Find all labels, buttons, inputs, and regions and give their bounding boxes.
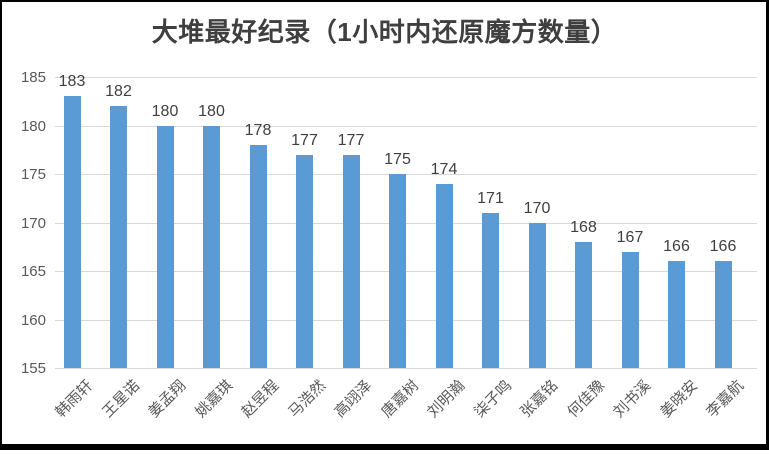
gridline [55,319,757,321]
y-axis-tick-label: 180 [20,117,46,135]
bar-value-label: 178 [244,121,272,139]
bar-何佳豫 [575,241,592,368]
bar-value-label: 177 [291,131,318,149]
bar-李嘉航 [714,261,732,368]
gridline [55,125,757,127]
bar-value-label: 180 [198,102,225,120]
bar-姜晓安 [668,261,685,368]
bar-value-label: 174 [430,160,458,178]
y-axis-tick-label: 170 [20,214,46,232]
bar-高翊泽 [342,154,360,368]
bar-value-label: 171 [477,189,504,207]
chart-title: 大堆最好纪录（1小时内还原魔方数量） [151,17,618,47]
y-axis-tick-label: 160 [20,311,46,329]
y-axis-tick-label: 155 [20,360,46,377]
bar-韩雨轩 [63,96,81,368]
bar-value-label: 183 [58,73,86,91]
bar-value-label: 180 [151,102,179,120]
gridline [55,271,757,272]
gridline [55,77,757,78]
bar-value-label: 177 [337,131,365,149]
bar-马浩然 [296,154,313,368]
bar-刘书溪 [621,251,639,368]
bar-value-label: 166 [709,238,737,256]
bar-value-label: 175 [384,151,411,168]
bar-刘明瀚 [435,183,453,368]
bar-value-label: 170 [523,199,551,217]
bar-王星诺 [110,106,127,368]
bar-赵昱程 [249,144,267,368]
gridline [55,174,757,175]
bar-value-label: 168 [570,218,597,236]
bar-姜孟翔 [156,125,174,368]
gridline [55,368,757,369]
bar-姚嘉琪 [203,125,220,368]
bar-唐嘉树 [389,174,406,368]
gridline [55,222,757,224]
bar-value-label: 166 [663,238,690,256]
bar-柒子鸣 [482,212,499,368]
y-axis-tick-label: 175 [20,166,46,183]
y-axis-tick-label: 165 [20,263,46,280]
bar-value-label: 167 [616,228,644,246]
bar-value-label: 182 [105,83,132,101]
y-axis-tick-label: 185 [20,69,46,86]
bar-张嘉铭 [528,222,546,368]
